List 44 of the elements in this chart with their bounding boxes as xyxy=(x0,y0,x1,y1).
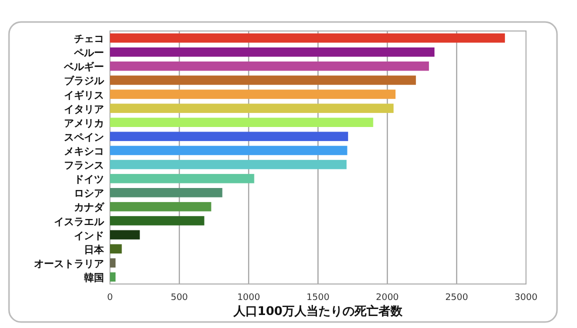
x-tick-label: 0 xyxy=(107,293,114,303)
x-tick-label: 2500 xyxy=(445,293,468,303)
y-tick-label: イギリス xyxy=(64,89,104,102)
bar xyxy=(110,216,204,226)
y-tick-label: ロシア xyxy=(74,188,104,200)
y-tick-label: ブラジル xyxy=(64,75,105,88)
x-tick-label: 1000 xyxy=(237,293,260,303)
y-tick-label: 韓国 xyxy=(84,272,104,284)
bar xyxy=(110,90,396,99)
y-tick-label: カナダ xyxy=(74,202,105,214)
bar xyxy=(110,258,116,268)
bar xyxy=(110,230,140,240)
bar xyxy=(110,47,434,57)
y-tick-label: チェコ xyxy=(74,34,104,46)
y-tick-label: スペイン xyxy=(64,132,104,144)
y-tick-label: オーストラリア xyxy=(34,258,104,270)
bar xyxy=(110,118,374,127)
bar xyxy=(110,188,222,198)
bar xyxy=(110,174,254,184)
x-tick-label: 3000 xyxy=(514,293,538,303)
x-tick-label: 2000 xyxy=(376,293,400,303)
bar xyxy=(110,202,212,212)
bar xyxy=(110,104,394,113)
x-axis-title: 人口100万人当たりの死亡者数 xyxy=(232,304,404,318)
bar xyxy=(110,62,429,71)
y-tick-label: メキシコ xyxy=(64,146,104,158)
x-tick-label: 1500 xyxy=(306,293,330,303)
bar xyxy=(110,160,347,170)
y-tick-label: ペルー xyxy=(73,48,104,60)
bar xyxy=(110,272,116,282)
y-tick-label: アメリカ xyxy=(64,118,104,130)
y-tick-label: ドイツ xyxy=(74,174,104,186)
y-tick-label: ベルギー xyxy=(63,61,104,74)
x-tick-label: 500 xyxy=(170,293,188,303)
y-tick-label: 日本 xyxy=(84,244,105,256)
bar xyxy=(110,76,416,85)
bar xyxy=(110,132,348,142)
y-tick-label: インド xyxy=(74,230,104,242)
bar xyxy=(110,244,122,254)
y-tick-label: イスラエル xyxy=(54,216,105,228)
bar xyxy=(110,33,505,43)
y-tick-label: フランス xyxy=(64,160,104,172)
y-tick-label: イタリア xyxy=(64,104,104,116)
bar xyxy=(110,146,348,156)
